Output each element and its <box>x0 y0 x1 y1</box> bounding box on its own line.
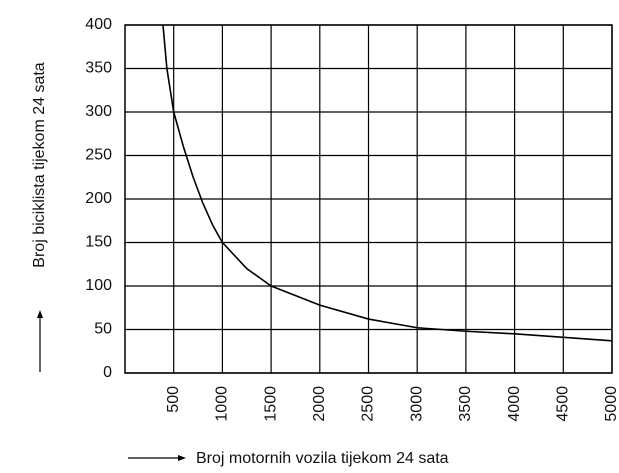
y-tick-label: 0 <box>103 364 112 381</box>
x-tick-label: 500 <box>165 386 182 413</box>
y-tick-label: 100 <box>85 277 112 294</box>
x-axis-label: Broj motornih vozila tijekom 24 sata <box>196 450 449 467</box>
y-tick-label: 200 <box>85 190 112 207</box>
y-tick-label: 50 <box>94 321 112 338</box>
y-axis-label: Broj biciklista tijekom 24 sata <box>31 62 48 268</box>
data-line <box>162 24 613 342</box>
x-axis-arrowhead <box>178 455 186 461</box>
x-tick-label: 3500 <box>457 386 474 422</box>
x-tick-label: 2500 <box>360 386 377 422</box>
x-tick-label: 3000 <box>408 386 425 422</box>
x-tick-label: 4500 <box>555 386 572 422</box>
y-tick-label: 150 <box>85 234 112 251</box>
x-tick-label: 4000 <box>506 386 523 422</box>
y-tick-label: 250 <box>85 147 112 164</box>
x-tick-label: 1000 <box>214 386 231 422</box>
y-tick-label: 300 <box>85 103 112 120</box>
x-tick-label: 1500 <box>262 386 279 422</box>
x-tick-label: 5000 <box>603 386 619 422</box>
y-axis-arrowhead <box>37 310 43 318</box>
y-tick-label: 350 <box>85 60 112 77</box>
x-tick-label: 2000 <box>311 386 328 422</box>
y-tick-label: 400 <box>85 16 112 33</box>
